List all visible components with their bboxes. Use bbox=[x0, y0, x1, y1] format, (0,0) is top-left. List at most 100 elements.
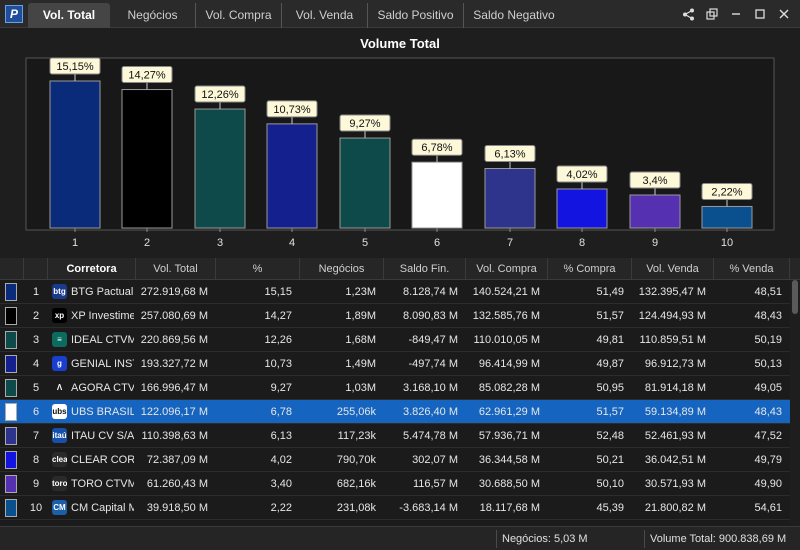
share-icon[interactable] bbox=[678, 4, 698, 24]
vol-total-cell: 110.398,63 M bbox=[141, 430, 208, 442]
chart-bar-9[interactable] bbox=[629, 194, 681, 229]
color-swatch bbox=[5, 475, 17, 493]
pct-venda-cell: 48,43 bbox=[754, 406, 782, 418]
broker-logo-icon: itaú bbox=[52, 428, 67, 443]
tab-vol-compra[interactable]: Vol. Compra bbox=[196, 3, 282, 28]
chart-bar-6[interactable] bbox=[411, 161, 463, 229]
broker-name-cell: CLEAR CORR bbox=[71, 454, 134, 466]
vol-compra-cell: 57.936,71 M bbox=[478, 430, 540, 442]
color-swatch bbox=[5, 355, 17, 373]
saldo-fin-cell: 8.128,74 M bbox=[402, 286, 458, 298]
color-swatch bbox=[5, 499, 17, 517]
vol-venda-cell: 110.859,51 M bbox=[639, 334, 706, 346]
rank-cell: 6 bbox=[32, 406, 40, 418]
table-row[interactable]: 2 xp XP Investime 257.080,69 M 14,27 1,89M 8.0… bbox=[0, 304, 790, 328]
chart-bar-3[interactable] bbox=[194, 108, 246, 229]
status-volume-total: Volume Total: 900.838,69 M bbox=[650, 533, 787, 545]
tab-vol-total[interactable]: Vol. Total bbox=[28, 3, 110, 28]
column-header-1[interactable] bbox=[0, 258, 24, 280]
table-row[interactable]: 1 btg BTG Pactual C 272.919,68 M 15,15 1,23M 8… bbox=[0, 280, 790, 304]
pct-compra-cell: 50,10 bbox=[596, 478, 624, 490]
pct-cell: 14,27 bbox=[264, 310, 292, 322]
negocios-cell: 1,03M bbox=[345, 382, 376, 394]
table-row[interactable]: 4 g GENIAL INST 193.327,72 M 10,73 1,49M -497,… bbox=[0, 352, 790, 376]
table-row[interactable]: 5Λ AGORA CTVM 166.996,47 M 9,27 1,03M 3.168,1… bbox=[0, 376, 790, 400]
column-header-8[interactable]: Vol. Compra bbox=[466, 258, 548, 280]
negocios-cell: 231,08k bbox=[336, 502, 376, 514]
vol-venda-cell: 52.461,93 M bbox=[644, 430, 706, 442]
saldo-fin-cell: -497,74 M bbox=[408, 358, 458, 370]
data-label: 2,22% bbox=[711, 186, 742, 198]
chart-bar-4[interactable] bbox=[266, 123, 318, 229]
column-header-2[interactable] bbox=[24, 258, 48, 280]
chart-bar-8[interactable] bbox=[556, 188, 608, 229]
pct-compra-cell: 51,57 bbox=[596, 310, 624, 322]
broker-logo-icon: btg bbox=[52, 284, 67, 299]
vertical-scrollbar[interactable] bbox=[790, 280, 800, 526]
tab-vol-venda[interactable]: Vol. Venda bbox=[282, 3, 368, 28]
chart-bar-7[interactable] bbox=[484, 168, 536, 229]
pct-cell: 10,73 bbox=[264, 358, 292, 370]
vol-venda-cell: 21.800,82 M bbox=[644, 502, 706, 514]
color-swatch bbox=[5, 307, 17, 325]
chart-bar-2[interactable] bbox=[121, 89, 173, 229]
broker-name-cell: AGORA CTVM bbox=[71, 382, 134, 394]
pct-venda-cell: 47,52 bbox=[754, 430, 782, 442]
data-label-box bbox=[266, 100, 318, 118]
pct-compra-cell: 49,81 bbox=[596, 334, 624, 346]
pct-venda-cell: 54,61 bbox=[754, 502, 782, 514]
table-row[interactable]: 3 ≡ IDEAL CTVM 220.869,56 M 12,26 1,68M -849,4… bbox=[0, 328, 790, 352]
column-header-10[interactable]: Vol. Venda bbox=[632, 258, 714, 280]
pct-venda-cell: 50,13 bbox=[754, 358, 782, 370]
scrollbar-thumb[interactable] bbox=[792, 280, 798, 314]
minimize-icon[interactable] bbox=[726, 4, 746, 24]
column-header-5[interactable]: % bbox=[216, 258, 300, 280]
rank-cell: 2 bbox=[32, 310, 40, 322]
x-tick-label: 1 bbox=[72, 237, 78, 249]
x-tick-label: 3 bbox=[217, 237, 223, 249]
broker-name-cell: ITAU CV S/A bbox=[71, 430, 134, 442]
column-header-3[interactable]: Corretora bbox=[48, 258, 136, 280]
saldo-fin-cell: -849,47 M bbox=[408, 334, 458, 346]
data-label: 6,78% bbox=[421, 142, 452, 154]
table-row[interactable]: 6 ubs UBS BRASIL C 122.096,17 M 6,78 255,06k 3… bbox=[0, 400, 790, 424]
popout-icon[interactable] bbox=[702, 4, 722, 24]
negocios-cell: 1,23M bbox=[345, 286, 376, 298]
column-header-4[interactable]: Vol. Total bbox=[136, 258, 216, 280]
table-row[interactable]: 10 CM CM Capital M 39.918,50 M 2,22 231,08k -3… bbox=[0, 496, 790, 520]
data-label-box bbox=[339, 114, 391, 132]
chart-panel: Volume Total 15,15% 1 14,27% 2 12,26% 3 10,73%… bbox=[0, 29, 800, 258]
broker-name-cell: BTG Pactual C bbox=[71, 286, 134, 298]
data-label-box bbox=[484, 145, 536, 163]
vol-compra-cell: 96.414,99 M bbox=[478, 358, 540, 370]
data-label-box bbox=[49, 57, 101, 75]
vol-compra-cell: 132.585,76 M bbox=[472, 310, 540, 322]
chart-bar-1[interactable] bbox=[49, 80, 101, 229]
column-header-9[interactable]: % Compra bbox=[548, 258, 632, 280]
column-header-11[interactable]: % Venda bbox=[714, 258, 790, 280]
tab-negocios[interactable]: Negócios bbox=[110, 3, 196, 28]
tab-saldo-positivo[interactable]: Saldo Positivo bbox=[368, 3, 464, 28]
column-header-7[interactable]: Saldo Fin. bbox=[384, 258, 466, 280]
chart-bar-5[interactable] bbox=[339, 137, 391, 229]
status-negocios: Negócios: 5,03 M bbox=[502, 533, 588, 545]
table-row[interactable]: 8 clear CLEAR CORR 72.387,09 M 4,02 790,70k 30… bbox=[0, 448, 790, 472]
column-header-6[interactable]: Negócios bbox=[300, 258, 384, 280]
table-row[interactable]: 7 itaú ITAU CV S/A 110.398,63 M 6,13 117,23k 5… bbox=[0, 424, 790, 448]
vol-compra-cell: 30.688,50 M bbox=[478, 478, 540, 490]
broker-logo-icon: toro bbox=[52, 476, 67, 491]
chart-title: Volume Total bbox=[360, 36, 440, 51]
maximize-icon[interactable] bbox=[750, 4, 770, 24]
negocios-cell: 1,89M bbox=[345, 310, 376, 322]
data-label-box bbox=[194, 85, 246, 103]
vol-venda-cell: 132.395,47 M bbox=[638, 286, 706, 298]
negocios-cell: 790,70k bbox=[336, 454, 376, 466]
chart-bar-10[interactable] bbox=[701, 205, 753, 229]
data-label: 14,27% bbox=[128, 70, 166, 82]
broker-logo-icon: ≡ bbox=[52, 332, 67, 347]
tab-saldo-negativo[interactable]: Saldo Negativo bbox=[473, 8, 555, 22]
vol-total-cell: 220.869,56 M bbox=[140, 334, 208, 346]
close-icon[interactable] bbox=[774, 4, 794, 24]
table-row[interactable]: 9 toro TORO CTVM 61.260,43 M 3,40 682,16k 116,… bbox=[0, 472, 790, 496]
vol-venda-cell: 30.571,93 M bbox=[644, 478, 706, 490]
